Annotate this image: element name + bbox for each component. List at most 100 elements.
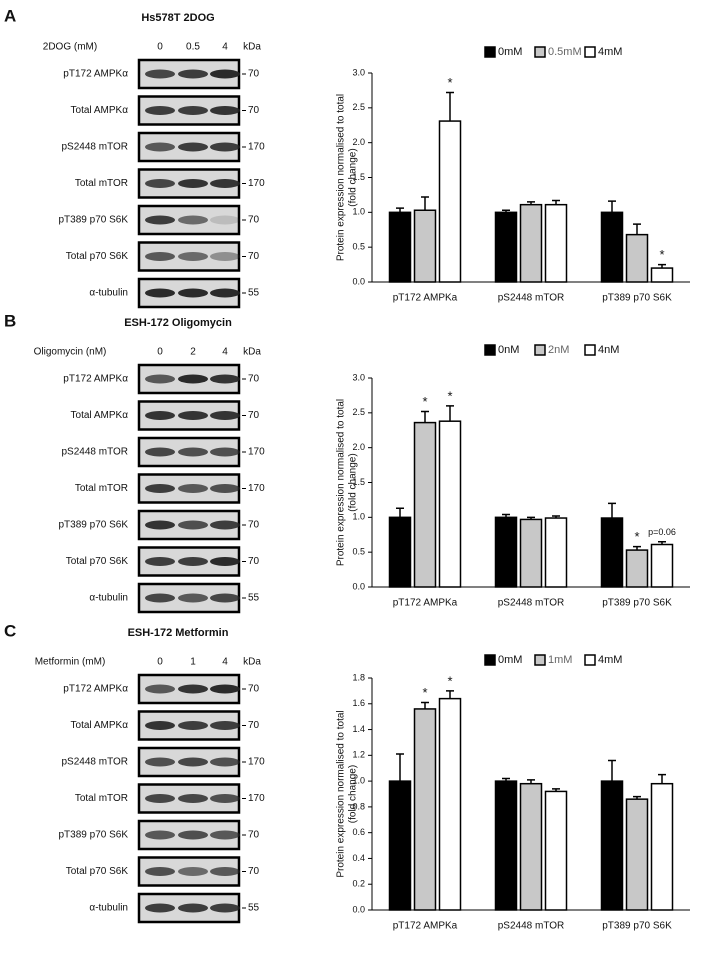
error-bar: [396, 753, 404, 782]
error-bar: [446, 405, 454, 422]
legend-label: 0nM: [498, 344, 519, 356]
kda-label: 70: [248, 410, 260, 421]
blot-band: [178, 215, 208, 225]
blot-band: [178, 903, 208, 913]
row-label: α-tubulin: [89, 593, 128, 604]
y-tick-label: 1.5: [352, 477, 365, 487]
kda-label: 70: [248, 520, 260, 531]
kda-label: 170: [248, 793, 265, 804]
error-bar: [527, 516, 535, 520]
annotation: *: [447, 388, 452, 403]
y-tick-label: 2.5: [352, 407, 365, 417]
y-tick-label: 0.0: [352, 581, 365, 591]
x-tick-label: pT172 AMPKa: [393, 598, 458, 609]
blot-band: [178, 106, 208, 115]
blot-band: [178, 721, 208, 730]
x-tick-label: pT172 AMPKa: [393, 921, 458, 932]
legend-swatch: [584, 46, 596, 58]
blot-band: [145, 215, 175, 225]
kda-header: kDa: [243, 42, 261, 53]
blot-band: [178, 484, 208, 493]
blot-band: [210, 794, 240, 803]
blot-band: [145, 252, 175, 261]
row-label: pT389 p70 S6K: [59, 830, 129, 841]
blot-band: [210, 557, 240, 566]
x-tick-label: pT389 p70 S6K: [602, 921, 672, 932]
y-tick-label: 0.4: [352, 853, 365, 863]
kda-label: 55: [248, 593, 260, 604]
legend-label: 2nM: [548, 344, 569, 356]
x-tick-label: pS2448 mTOR: [498, 293, 565, 304]
y-tick-label: 1.6: [352, 698, 365, 708]
kda-label: 70: [248, 69, 260, 80]
error-bar: [608, 759, 616, 782]
error-bar: [633, 223, 641, 235]
bar: [494, 211, 518, 283]
row-label: pT389 p70 S6K: [59, 215, 129, 226]
lane-header: Oligomycin (nM): [34, 347, 107, 358]
y-tick-label: 0.8: [352, 801, 365, 811]
legend-swatch: [484, 46, 496, 58]
kda-label: 170: [248, 757, 265, 768]
lane-label: 0.5: [186, 42, 200, 53]
y-tick-label: 3.0: [352, 372, 365, 382]
y-tick-label: 0.2: [352, 879, 365, 889]
y-tick-label: 1.0: [352, 775, 365, 785]
lane-label: 1: [190, 657, 196, 668]
error-bar: [527, 779, 535, 784]
blot-band: [210, 411, 240, 420]
row-label: Total mTOR: [75, 483, 128, 494]
y-tick-label: 1.5: [352, 172, 365, 182]
annotation: *: [422, 685, 427, 700]
error-bar: [658, 263, 666, 269]
blot-band: [145, 903, 175, 913]
blot-band: [145, 142, 175, 152]
blot-band: [178, 252, 208, 261]
blot-band: [145, 867, 175, 876]
kda-header: kDa: [243, 347, 261, 358]
error-bar: [446, 91, 454, 122]
bar: [519, 782, 543, 911]
blot-band: [145, 69, 175, 79]
y-tick-label: 0.0: [352, 276, 365, 286]
y-tick-label: 1.2: [352, 750, 365, 760]
y-axis-label: Protein expression normalised to total: [336, 94, 347, 261]
legend-label: 4nM: [598, 344, 619, 356]
panel-letter: A: [4, 6, 16, 25]
x-tick-label: pS2448 mTOR: [498, 598, 565, 609]
blot-band: [210, 684, 240, 694]
blot-band: [178, 374, 208, 384]
blot-title: ESH-172 Metformin: [128, 627, 229, 639]
blot-band: [178, 867, 208, 876]
legend-label: 0mM: [498, 654, 522, 666]
annotation: p=0.06: [648, 527, 676, 537]
lane-header: Metformin (mM): [35, 657, 106, 668]
lane-label: 0: [157, 347, 163, 358]
x-tick-label: pT389 p70 S6K: [602, 598, 672, 609]
panel-letter: B: [4, 311, 16, 330]
blot-band: [145, 288, 175, 298]
blot-band: [210, 447, 240, 457]
error-bar: [421, 410, 429, 423]
legend-label: 0.5mM: [548, 46, 582, 58]
y-axis-label: Protein expression normalised to total: [336, 710, 347, 877]
row-label: Total AMPKα: [71, 105, 129, 116]
kda-header: kDa: [243, 657, 261, 668]
blot-band: [210, 867, 240, 876]
bar: [494, 516, 518, 588]
blot-band: [210, 903, 240, 913]
blot-band: [145, 593, 175, 603]
blot-band: [145, 484, 175, 493]
error-bar: [552, 788, 560, 792]
blot-band: [145, 411, 175, 420]
error-bar: [502, 513, 510, 518]
x-tick-label: pT172 AMPKa: [393, 293, 458, 304]
blot-band: [145, 684, 175, 694]
bar: [625, 549, 649, 588]
y-tick-label: 1.4: [352, 724, 365, 734]
bar: [544, 790, 568, 911]
lane-label: 0: [157, 42, 163, 53]
blot-band: [145, 830, 175, 840]
x-tick-label: pS2448 mTOR: [498, 921, 565, 932]
blot-band: [210, 142, 240, 152]
